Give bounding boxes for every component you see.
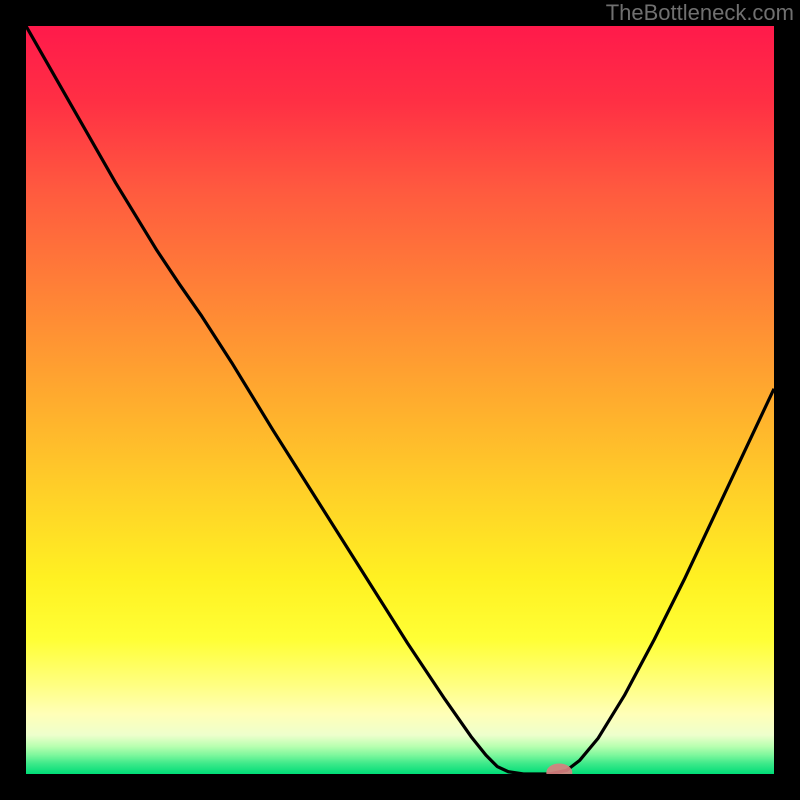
- bottleneck-chart: [26, 26, 774, 774]
- chart-container: TheBottleneck.com: [0, 0, 800, 800]
- gradient-background: [26, 26, 774, 774]
- plot-area: [26, 26, 774, 774]
- watermark-text: TheBottleneck.com: [606, 0, 794, 26]
